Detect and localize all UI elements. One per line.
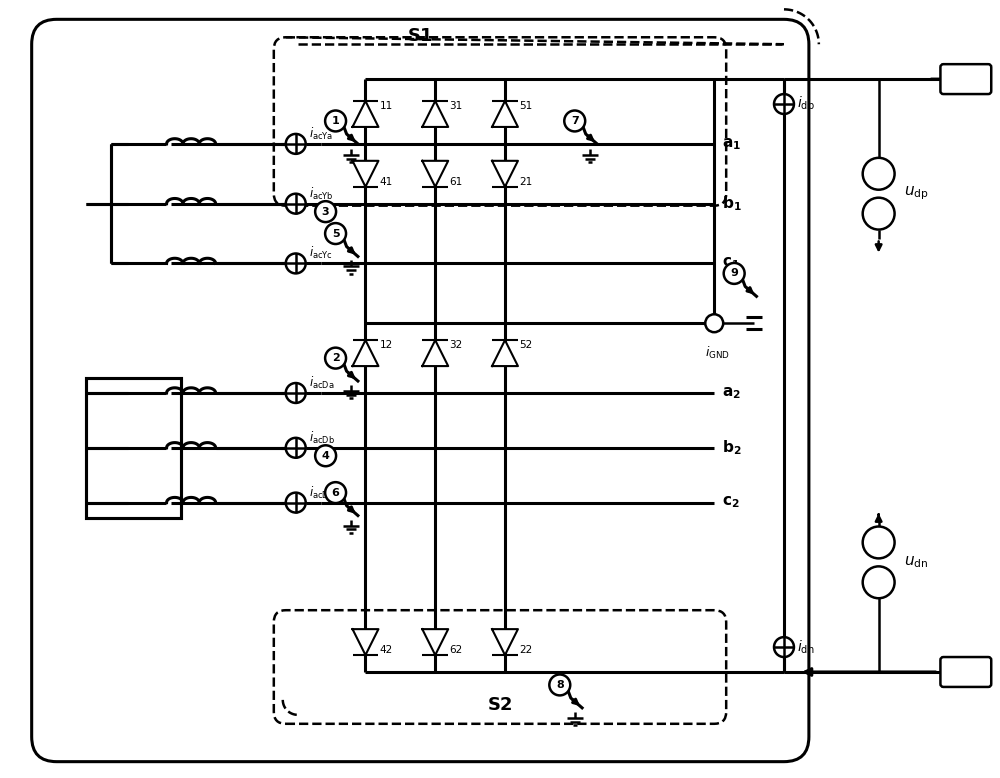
Text: S1: S1 — [408, 27, 433, 45]
Circle shape — [705, 314, 723, 332]
Text: 7: 7 — [571, 116, 579, 126]
FancyBboxPatch shape — [940, 64, 991, 94]
Text: 21: 21 — [519, 177, 532, 187]
Text: $\mathbf{a_2}$: $\mathbf{a_2}$ — [722, 385, 741, 401]
Polygon shape — [492, 340, 518, 366]
Circle shape — [863, 198, 895, 230]
Text: $\mathbf{b_2}$: $\mathbf{b_2}$ — [722, 439, 742, 457]
Polygon shape — [492, 629, 518, 655]
Text: $i_{\rm acYa}$: $i_{\rm acYa}$ — [309, 126, 333, 142]
Text: 42: 42 — [379, 645, 393, 655]
Circle shape — [315, 445, 336, 466]
Circle shape — [549, 675, 570, 696]
Circle shape — [286, 134, 306, 154]
Text: $\mathbf{a_1}$: $\mathbf{a_1}$ — [722, 136, 741, 152]
Text: 4: 4 — [322, 450, 330, 461]
Text: $i_{\rm dp}$: $i_{\rm dp}$ — [797, 94, 815, 114]
Circle shape — [325, 110, 346, 131]
Polygon shape — [422, 101, 448, 127]
Text: 1: 1 — [332, 116, 339, 126]
Bar — [86, 378, 181, 517]
Text: $\mathbf{c_2}$: $\mathbf{c_2}$ — [722, 495, 740, 510]
Text: 8: 8 — [556, 680, 564, 690]
Circle shape — [863, 566, 895, 598]
Text: $i_{\rm acYb}$: $i_{\rm acYb}$ — [309, 186, 333, 202]
Circle shape — [286, 492, 306, 513]
Text: 5: 5 — [332, 229, 339, 239]
Circle shape — [325, 348, 346, 369]
Polygon shape — [353, 340, 378, 366]
Text: 11: 11 — [379, 101, 393, 111]
Text: $i_{\rm acYc}$: $i_{\rm acYc}$ — [309, 245, 333, 261]
Circle shape — [863, 527, 895, 559]
Circle shape — [564, 110, 585, 131]
Text: $u_{\rm dn}$: $u_{\rm dn}$ — [904, 555, 928, 570]
Circle shape — [724, 263, 745, 284]
Text: $u_{\rm dp}$: $u_{\rm dp}$ — [904, 185, 928, 202]
Polygon shape — [422, 340, 448, 366]
Polygon shape — [492, 161, 518, 187]
Text: 9: 9 — [730, 268, 738, 279]
Circle shape — [286, 383, 306, 403]
Text: 61: 61 — [449, 177, 462, 187]
Circle shape — [774, 637, 794, 657]
Text: 41: 41 — [379, 177, 393, 187]
Text: 3: 3 — [322, 207, 329, 216]
Text: $i_{\rm GND}$: $i_{\rm GND}$ — [705, 345, 730, 361]
Circle shape — [325, 223, 346, 244]
Circle shape — [774, 94, 794, 114]
Text: 12: 12 — [379, 340, 393, 350]
Text: $i_{\rm dn}$: $i_{\rm dn}$ — [797, 639, 814, 656]
Text: $i_{\rm acDc}$: $i_{\rm acDc}$ — [309, 485, 334, 500]
Text: $\mathbf{b_1}$: $\mathbf{b_1}$ — [722, 194, 742, 213]
Polygon shape — [353, 629, 378, 655]
Polygon shape — [353, 101, 378, 127]
Circle shape — [286, 194, 306, 214]
Text: S2: S2 — [487, 696, 513, 714]
Circle shape — [315, 202, 336, 222]
Text: 51: 51 — [519, 101, 532, 111]
Text: 22: 22 — [519, 645, 532, 655]
Polygon shape — [492, 101, 518, 127]
Polygon shape — [353, 161, 378, 187]
Bar — [86, 378, 181, 517]
Circle shape — [286, 254, 306, 273]
Text: $i_{\rm acDa}$: $i_{\rm acDa}$ — [309, 375, 334, 391]
Circle shape — [325, 482, 346, 503]
Polygon shape — [422, 629, 448, 655]
FancyBboxPatch shape — [940, 657, 991, 687]
Text: 52: 52 — [519, 340, 532, 350]
Text: 2: 2 — [332, 353, 339, 363]
Text: 62: 62 — [449, 645, 462, 655]
Circle shape — [286, 438, 306, 457]
Polygon shape — [422, 161, 448, 187]
Circle shape — [863, 158, 895, 190]
Text: 31: 31 — [449, 101, 462, 111]
Text: 32: 32 — [449, 340, 462, 350]
Text: $i_{\rm acDb}$: $i_{\rm acDb}$ — [309, 429, 335, 446]
Text: $\mathbf{c_1}$: $\mathbf{c_1}$ — [722, 256, 740, 272]
Text: 6: 6 — [332, 488, 340, 498]
